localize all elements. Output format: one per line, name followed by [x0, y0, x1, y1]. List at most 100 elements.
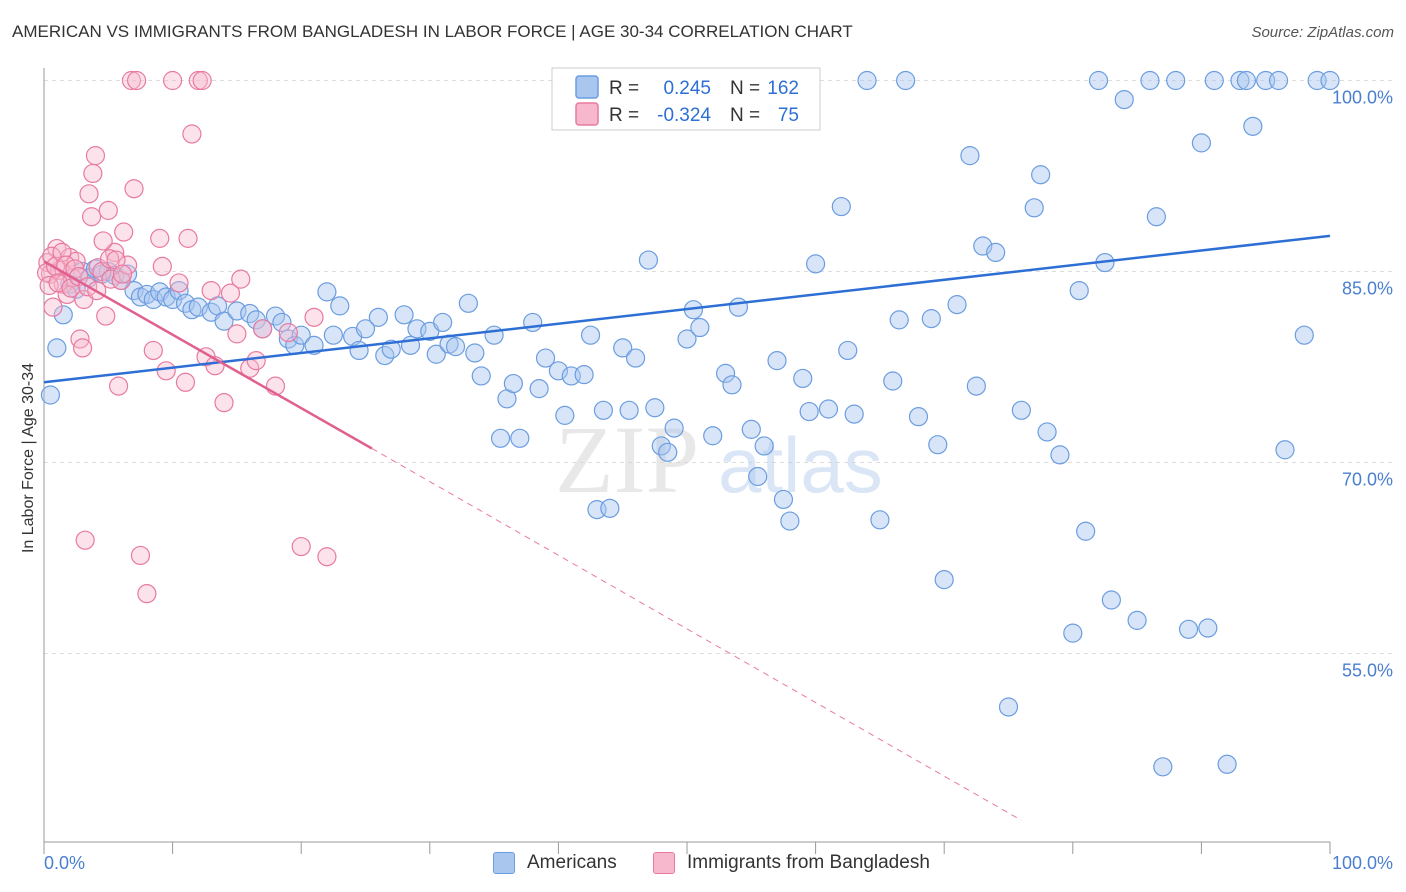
data-point-bangladesh — [101, 269, 121, 289]
data-point-americans — [1191, 133, 1212, 153]
data-point-bangladesh — [43, 297, 63, 317]
data-point-bangladesh — [317, 547, 337, 567]
data-point-bangladesh — [66, 251, 86, 271]
chart-title: AMERICAN VS IMMIGRANTS FROM BANGLADESH I… — [12, 22, 853, 41]
data-point-bangladesh — [81, 207, 102, 227]
data-point-bangladesh — [214, 393, 234, 413]
data-point-americans — [715, 363, 736, 383]
data-point-bangladesh — [85, 146, 106, 166]
data-point-americans — [1204, 70, 1224, 91]
data-point-americans — [330, 296, 350, 316]
data-point-americans — [214, 311, 234, 331]
data-point-bangladesh — [108, 376, 129, 396]
data-point-americans — [1114, 89, 1134, 110]
y-tick-label: 70.0% — [1342, 470, 1393, 490]
data-point-americans — [908, 407, 929, 427]
data-point-bangladesh — [72, 338, 93, 358]
data-point-americans — [838, 340, 858, 361]
watermark-atlas: atlas — [718, 421, 883, 509]
data-point-americans — [934, 570, 954, 590]
data-point-americans — [1088, 70, 1109, 91]
data-point-bangladesh — [112, 264, 133, 284]
legend-r-value: 0.245 — [663, 78, 711, 99]
data-point-americans — [535, 348, 556, 368]
data-point-americans — [857, 70, 877, 91]
data-point-americans — [947, 295, 967, 315]
data-point-bangladesh — [114, 222, 134, 242]
data-point-americans — [1153, 757, 1173, 777]
data-point-americans — [600, 498, 620, 518]
data-point-americans — [728, 297, 749, 317]
data-point-americans — [1230, 70, 1250, 91]
data-point-americans — [574, 365, 594, 385]
trend-line-bangladesh — [43, 260, 373, 450]
data-point-americans — [490, 428, 511, 448]
data-point-bangladesh — [192, 70, 212, 91]
data-point-americans — [780, 511, 800, 531]
data-point-americans — [1275, 440, 1295, 460]
data-point-americans — [47, 338, 67, 358]
data-point-americans — [1217, 754, 1237, 774]
data-point-bangladesh — [117, 255, 138, 275]
data-point-bangladesh — [246, 351, 266, 371]
legend-n-value: 75 — [778, 105, 799, 126]
data-point-americans — [1076, 521, 1096, 541]
data-point-americans — [703, 426, 723, 446]
data-point-americans — [664, 418, 684, 438]
data-point-americans — [503, 373, 523, 394]
data-point-americans — [773, 489, 794, 510]
legend-swatch — [575, 102, 599, 126]
data-point-americans — [555, 405, 575, 425]
data-point-americans — [928, 435, 948, 455]
data-point-americans — [767, 351, 787, 371]
data-point-americans — [355, 319, 376, 339]
data-point-americans — [998, 697, 1019, 717]
data-point-americans — [1198, 618, 1218, 638]
data-point-bangladesh — [253, 319, 273, 339]
data-point-americans — [613, 338, 633, 358]
legend-r-label: R = — [609, 78, 639, 99]
data-point-bangladesh — [106, 250, 126, 270]
data-point-americans — [484, 325, 504, 345]
data-point-americans — [986, 242, 1006, 262]
data-point-bangladesh — [98, 200, 118, 220]
legend-item-americans: Americans — [493, 852, 617, 874]
trend-line-americans — [43, 234, 1331, 384]
data-point-bangladesh — [83, 163, 103, 184]
data-point-americans — [883, 371, 903, 391]
data-point-americans — [754, 436, 774, 456]
data-point-bangladesh — [182, 124, 202, 144]
data-point-americans — [896, 70, 916, 91]
data-point-bangladesh — [143, 340, 163, 361]
data-point-americans — [548, 361, 569, 381]
data-point-americans — [722, 375, 742, 395]
data-point-americans — [593, 400, 614, 420]
data-point-bangladesh — [99, 249, 120, 269]
data-point-americans — [1166, 70, 1186, 91]
data-point-americans — [458, 293, 478, 313]
data-point-bangladesh — [124, 179, 144, 199]
data-point-bangladesh — [227, 324, 247, 344]
legend-r-label: R = — [609, 105, 639, 126]
trend-line-bangladesh-extension — [371, 448, 1022, 821]
y-tick-labels: 55.0% 70.0% 85.0% 100.0% — [1332, 88, 1393, 681]
data-point-bangladesh — [163, 70, 183, 91]
data-point-americans — [818, 399, 839, 419]
data-point-bangladesh — [52, 242, 72, 262]
data-point-americans — [381, 339, 401, 359]
data-point-bangladesh — [96, 306, 116, 326]
data-point-bangladesh — [201, 281, 221, 301]
data-point-americans — [921, 309, 941, 329]
data-point-americans — [465, 343, 485, 363]
legend-r-value: -0.324 — [657, 105, 711, 126]
data-point-bangladesh — [137, 584, 157, 604]
data-point-americans — [368, 307, 388, 327]
data-point-bangladesh — [79, 184, 99, 204]
x-tick-labels: 0.0% 100.0% — [44, 853, 1393, 873]
legend-box: R = 0.245 N = 162 R = -0.324 N = 75 — [551, 67, 821, 131]
data-point-americans — [317, 282, 337, 302]
data-point-americans — [1024, 198, 1044, 218]
data-point-americans — [1140, 70, 1160, 91]
data-point-americans — [272, 312, 292, 333]
data-point-americans — [1236, 70, 1257, 91]
